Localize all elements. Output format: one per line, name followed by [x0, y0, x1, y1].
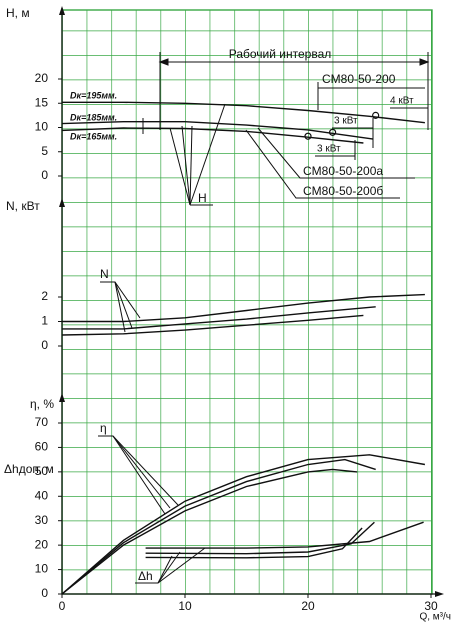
y2-axis-label: Δhдоп, м — [4, 462, 54, 476]
y-axis-label: η, % — [30, 397, 54, 411]
annotation: Δh — [138, 569, 153, 583]
y-tick-label: 2 — [41, 289, 48, 303]
annotation: CM80-50-200 — [322, 72, 396, 86]
y-tick-label: 15 — [35, 95, 49, 109]
curve-label: Dк=165мм. — [70, 131, 117, 141]
curve-label: Dк=185мм. — [70, 112, 117, 122]
y-tick-label: 30 — [35, 513, 49, 527]
x-axis-label: Q, м³/ч — [419, 612, 451, 623]
x-tick-label: 0 — [59, 599, 66, 613]
annotation: CM80-50-200а — [303, 164, 383, 178]
annotation: H — [198, 191, 207, 205]
curve — [145, 521, 375, 555]
curve — [61, 127, 364, 144]
working-interval — [98, 52, 430, 584]
curve — [62, 101, 425, 124]
y-tick-label: 0 — [41, 586, 48, 600]
point-marker — [304, 132, 312, 140]
x-tick-label: 30 — [424, 599, 438, 613]
curve — [61, 314, 364, 336]
curve-label: Dк=195мм. — [70, 90, 117, 100]
curve — [145, 521, 424, 549]
annotation: 3 кВт — [317, 144, 341, 155]
y-tick-label: 20 — [35, 537, 49, 551]
annotation: η — [100, 421, 107, 435]
curve — [145, 527, 363, 559]
curve — [61, 454, 426, 595]
y-tick-label: 20 — [35, 71, 49, 85]
curve — [61, 458, 376, 595]
grid — [62, 10, 432, 594]
x-tick-label: 10 — [178, 599, 192, 613]
annotation: 3 кВт — [334, 116, 358, 127]
curve — [61, 121, 374, 140]
y-tick-label: 0 — [41, 168, 48, 182]
curve — [61, 468, 358, 595]
y-tick-label: 60 — [35, 440, 49, 454]
y-tick-label: 10 — [35, 562, 49, 576]
y-tick-label: 70 — [35, 415, 49, 429]
x-tick-label: 20 — [301, 599, 315, 613]
annotation: N — [100, 267, 109, 281]
annotation: CM80-50-200б — [303, 184, 383, 198]
annotation: Рабочий интервал — [229, 47, 332, 61]
y-tick-label: 1 — [41, 314, 48, 328]
y-tick-label: 10 — [35, 120, 49, 134]
y-tick-label: 5 — [41, 144, 48, 158]
y-tick-label: 50 — [35, 464, 49, 478]
curve — [62, 306, 376, 330]
curve — [62, 293, 425, 323]
point-marker — [372, 111, 380, 119]
annotation: 4 кВт — [390, 96, 414, 107]
y-axis-label: H, м — [6, 6, 30, 20]
y-tick-label: 40 — [35, 488, 49, 502]
y-axis-label: N, кВт — [6, 199, 40, 213]
y-tick-label: 0 — [41, 338, 48, 352]
point-marker — [329, 128, 337, 136]
